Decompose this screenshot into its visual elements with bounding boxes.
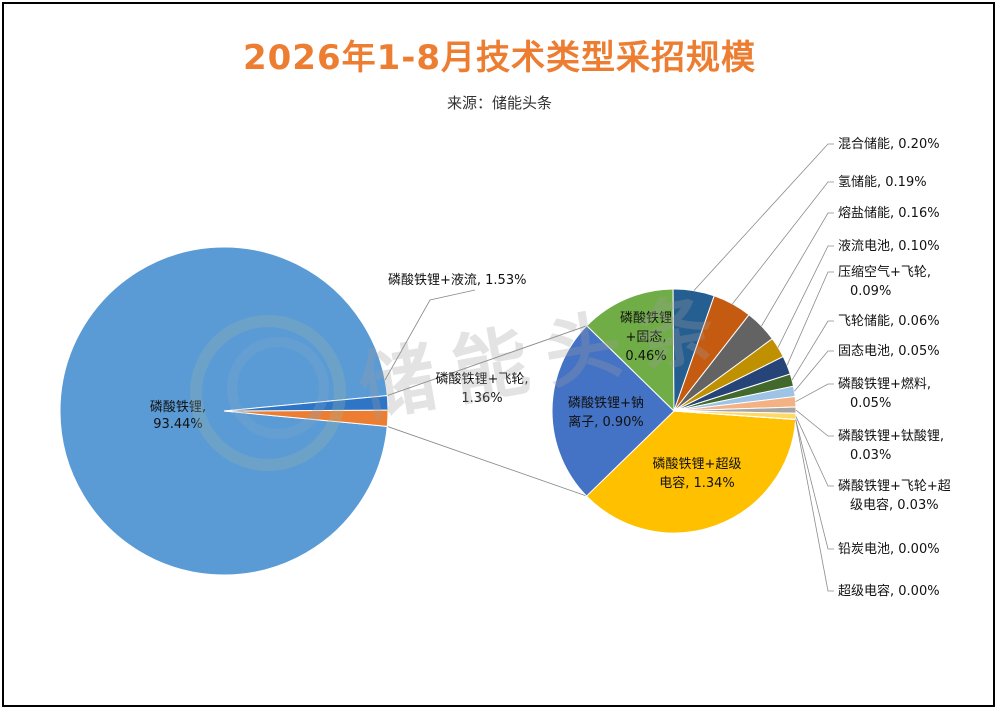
sub-label-11: 磷酸铁锂+钛酸锂, (838, 429, 944, 444)
secondary-pie (551, 288, 797, 534)
leader-line (794, 350, 834, 392)
sub-label-solid-l2: +固态, (625, 330, 666, 345)
sub-label-sodium-l1: 磷酸铁锂+钠 (568, 396, 644, 411)
main-label-lfp-value: 93.44% (153, 417, 203, 432)
main-label-flow: 磷酸铁锂+液流, 1.53% (388, 273, 526, 288)
sub-label-6: 液流电池, 0.10% (838, 239, 940, 254)
sub-label-9: 固态电池, 0.05% (838, 344, 940, 359)
sub-label-12: 磷酸铁锂+飞轮+超 (838, 479, 951, 494)
sub-label-7: 压缩空气+飞轮, (838, 264, 931, 280)
sub-label-5: 熔盐储能, 0.16% (838, 206, 940, 221)
sub-label-4: 氢储能, 0.19% (838, 175, 927, 190)
chart-subtitle: 来源：储能头条 (446, 94, 552, 112)
sub-label-solid-l3: 0.46% (625, 349, 666, 364)
main-pie-slice (223, 395, 389, 412)
connector-bottom (387, 425, 587, 497)
sub-label-solid-l1: 磷酸铁锂 (620, 311, 672, 326)
sub-label-sodium-l2: 离子, 0.90% (568, 414, 644, 430)
leader-line (795, 416, 834, 487)
main-pie-slice (59, 246, 388, 576)
sub-label-7-value: 0.09% (850, 284, 891, 299)
sub-label-supercap-l2: 电容, 1.34% (659, 475, 735, 491)
main-label-lfp-name: 磷酸铁锂, (150, 400, 206, 415)
main-pie (59, 246, 389, 576)
sub-label-10-value: 0.05% (850, 396, 891, 411)
leader-lines (384, 143, 834, 592)
leader-line (777, 245, 834, 348)
sub-label-11-value: 0.03% (850, 448, 891, 463)
leader-line (795, 383, 834, 403)
main-label-flywheel-value: 1.36% (461, 391, 502, 406)
leader-line (786, 271, 834, 366)
leader-line (795, 409, 834, 437)
leader-line (795, 419, 834, 592)
connector-lines (387, 325, 587, 497)
chart-title: 2026年1-8月技术类型采招规模 (242, 38, 757, 78)
leader-line (795, 419, 834, 550)
secondary-pie-slice (585, 410, 797, 534)
watermark-logo-outer (190, 315, 346, 471)
sub-label-12-value: 级电容, 0.03% (850, 497, 939, 513)
data-labels: 磷酸铁锂, 93.44% 磷酸铁锂+液流, 1.53% 磷酸铁锂+飞轮, 1.36% 磷酸… (150, 137, 951, 599)
leader-line (732, 181, 834, 305)
sub-label-3: 混合储能, 0.20% (838, 137, 940, 152)
secondary-pie-slice (586, 288, 675, 413)
secondary-pie-slice (551, 325, 675, 497)
sub-label-13: 铅炭电池, 0.00% (838, 542, 940, 557)
leader-line (791, 320, 834, 381)
leader-line (761, 212, 834, 327)
sub-label-10: 磷酸铁锂+燃料, (838, 376, 931, 392)
leader-line (384, 289, 476, 381)
main-label-flywheel-name: 磷酸铁锂+飞轮, (435, 372, 528, 387)
sub-label-8: 飞轮储能, 0.06% (838, 314, 940, 329)
sub-label-supercap-l1: 磷酸铁锂+超级 (653, 457, 742, 472)
leader-line (693, 143, 834, 291)
watermark-logo-inner (227, 337, 329, 439)
sub-label-14: 超级电容, 0.00% (838, 583, 940, 599)
connector-top (387, 325, 587, 397)
